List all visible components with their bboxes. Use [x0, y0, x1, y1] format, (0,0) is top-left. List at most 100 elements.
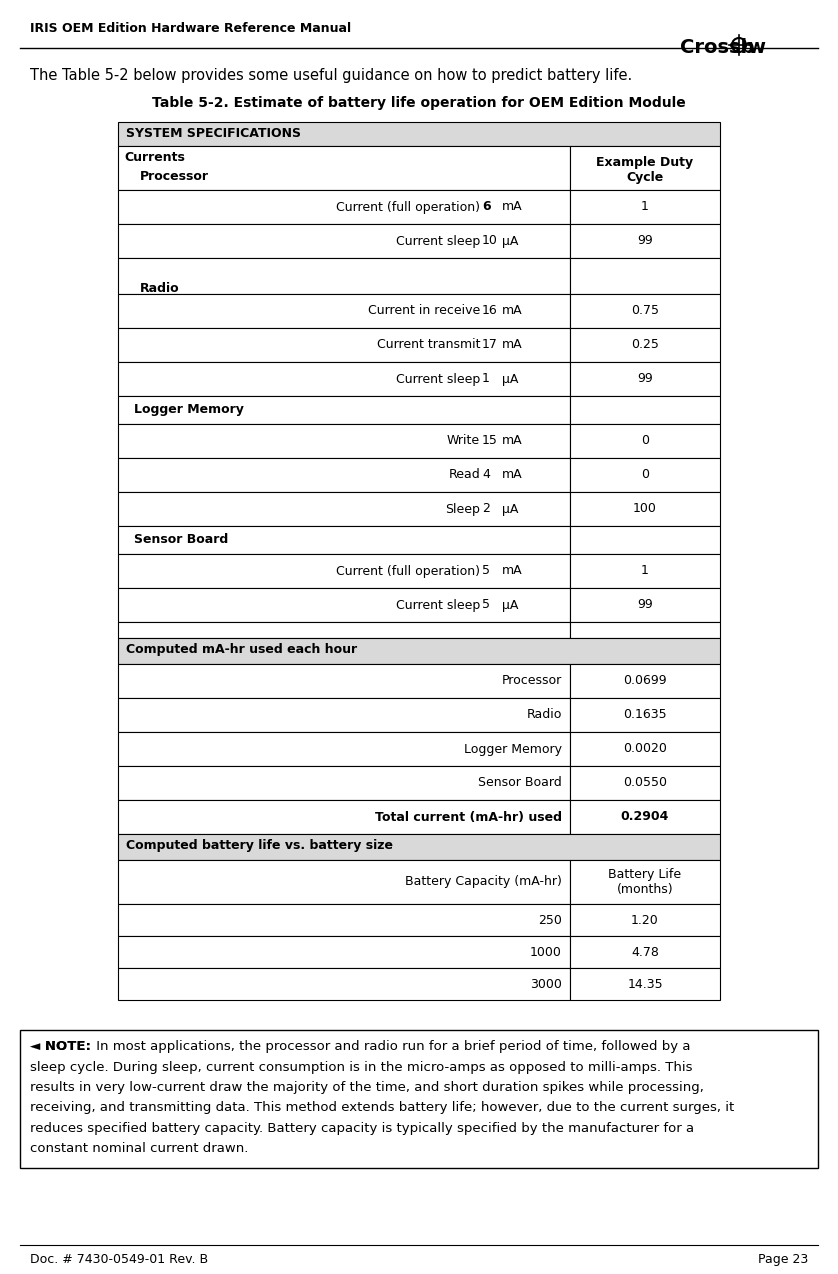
Text: 6: 6: [482, 200, 490, 214]
Text: Sensor Board: Sensor Board: [134, 533, 228, 547]
Text: μA: μA: [502, 599, 519, 612]
Bar: [570, 424, 720, 457]
Bar: [118, 526, 570, 554]
Text: 1: 1: [641, 200, 649, 214]
Text: Page 23: Page 23: [758, 1254, 808, 1266]
Bar: [118, 259, 570, 294]
Text: receiving, and transmitting data. This method extends battery life; however, due: receiving, and transmitting data. This m…: [30, 1102, 734, 1115]
Text: Table 5-2. Estimate of battery life operation for OEM Edition Module: Table 5-2. Estimate of battery life oper…: [153, 96, 685, 110]
Bar: [118, 733, 570, 766]
Text: Example Duty
Cycle: Example Duty Cycle: [597, 155, 694, 183]
Bar: [118, 766, 570, 800]
Text: 16: 16: [482, 304, 498, 317]
Text: 5: 5: [482, 564, 490, 577]
Text: Radio: Radio: [140, 282, 179, 296]
Text: Sleep: Sleep: [445, 502, 480, 516]
Text: 0.0550: 0.0550: [623, 776, 667, 790]
Text: 100: 100: [633, 502, 657, 516]
Text: Read: Read: [448, 469, 480, 482]
Text: 3000: 3000: [530, 977, 562, 990]
Bar: [118, 294, 570, 327]
Text: Radio: Radio: [526, 708, 562, 721]
Text: Total current (mA-hr) used: Total current (mA-hr) used: [375, 810, 562, 823]
Text: Current transmit: Current transmit: [376, 339, 480, 352]
Text: Current sleep: Current sleep: [396, 372, 480, 386]
Bar: [570, 766, 720, 800]
Bar: [118, 457, 570, 492]
Text: 5: 5: [482, 599, 490, 612]
Text: IRIS OEM Edition Hardware Reference Manual: IRIS OEM Edition Hardware Reference Manu…: [30, 22, 351, 34]
Bar: [118, 424, 570, 457]
Text: Current sleep: Current sleep: [396, 599, 480, 612]
Bar: [118, 122, 720, 147]
Bar: [570, 936, 720, 968]
Text: 1: 1: [641, 564, 649, 577]
Bar: [570, 526, 720, 554]
Bar: [118, 638, 720, 664]
Text: Current (full operation): Current (full operation): [336, 564, 480, 577]
Text: 99: 99: [637, 234, 653, 247]
Bar: [118, 224, 570, 259]
Text: w: w: [747, 38, 765, 57]
Bar: [118, 492, 570, 526]
Text: results in very low-current draw the majority of the time, and short duration sp: results in very low-current draw the maj…: [30, 1082, 704, 1094]
Text: Current sleep: Current sleep: [396, 234, 480, 247]
Text: In most applications, the processor and radio run for a brief period of time, fo: In most applications, the processor and …: [92, 1040, 691, 1054]
Text: The Table 5-2 below provides some useful guidance on how to predict battery life: The Table 5-2 below provides some useful…: [30, 68, 632, 83]
Text: constant nominal current drawn.: constant nominal current drawn.: [30, 1143, 248, 1156]
Bar: [570, 554, 720, 589]
Bar: [118, 664, 570, 698]
Text: ◄ NOTE:: ◄ NOTE:: [30, 1040, 91, 1054]
Bar: [570, 294, 720, 327]
Bar: [570, 190, 720, 224]
Text: 0.1635: 0.1635: [623, 708, 667, 721]
Bar: [570, 396, 720, 424]
Bar: [570, 457, 720, 492]
Text: Battery Capacity (mA-hr): Battery Capacity (mA-hr): [405, 875, 562, 888]
Bar: [570, 622, 720, 638]
Text: 0.25: 0.25: [631, 339, 659, 352]
Text: mA: mA: [502, 469, 523, 482]
Bar: [570, 860, 720, 905]
Bar: [118, 190, 570, 224]
Bar: [118, 327, 570, 362]
Bar: [118, 905, 570, 936]
Bar: [118, 800, 570, 834]
Text: 0.0020: 0.0020: [623, 743, 667, 755]
Text: Logger Memory: Logger Memory: [464, 743, 562, 755]
Text: 0.2904: 0.2904: [621, 810, 670, 823]
Bar: [118, 622, 570, 638]
Bar: [570, 224, 720, 259]
Text: mA: mA: [502, 434, 523, 447]
Text: mA: mA: [502, 339, 523, 352]
Bar: [570, 905, 720, 936]
Bar: [570, 664, 720, 698]
Text: 0: 0: [641, 469, 649, 482]
Bar: [570, 698, 720, 733]
Text: 17: 17: [482, 339, 498, 352]
Text: mA: mA: [502, 304, 523, 317]
Bar: [20, 1029, 818, 1168]
Text: Processor: Processor: [502, 674, 562, 688]
Bar: [570, 968, 720, 1000]
Bar: [570, 492, 720, 526]
Text: μA: μA: [502, 372, 519, 386]
Text: 0: 0: [641, 434, 649, 447]
Text: μA: μA: [502, 234, 519, 247]
Text: 2: 2: [482, 502, 490, 516]
Bar: [118, 936, 570, 968]
Text: sleep cycle. During sleep, current consumption is in the micro-amps as opposed t: sleep cycle. During sleep, current consu…: [30, 1060, 692, 1074]
Text: Write: Write: [447, 434, 480, 447]
Text: Currents: Currents: [124, 152, 185, 164]
Text: 99: 99: [637, 599, 653, 612]
Text: 10: 10: [482, 234, 498, 247]
Bar: [118, 968, 570, 1000]
Bar: [118, 554, 570, 589]
Text: Doc. # 7430-0549-01 Rev. B: Doc. # 7430-0549-01 Rev. B: [30, 1254, 208, 1266]
Bar: [118, 860, 570, 905]
Text: Crossb: Crossb: [680, 38, 754, 57]
Bar: [118, 396, 570, 424]
Text: Battery Life
(months): Battery Life (months): [608, 868, 681, 896]
Bar: [118, 147, 570, 190]
Text: Current in receive: Current in receive: [368, 304, 480, 317]
